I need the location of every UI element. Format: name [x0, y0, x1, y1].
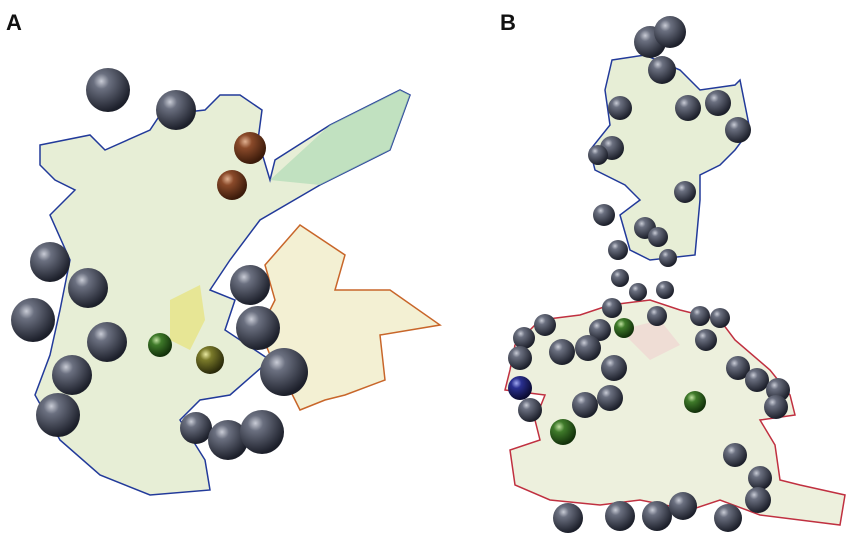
- panel-label: B: [500, 10, 516, 35]
- sphere: [572, 392, 598, 418]
- sphere: [508, 376, 532, 400]
- sphere: [180, 412, 212, 444]
- sphere: [217, 170, 247, 200]
- sphere: [11, 298, 55, 342]
- sphere: [513, 327, 535, 349]
- sphere: [236, 306, 280, 350]
- sphere: [710, 308, 730, 328]
- sphere: [156, 90, 196, 130]
- sphere: [614, 318, 634, 338]
- sphere: [575, 335, 601, 361]
- sphere: [654, 16, 686, 48]
- surface-green: [270, 90, 410, 185]
- sphere: [588, 145, 608, 165]
- sphere: [30, 242, 70, 282]
- sphere: [593, 204, 615, 226]
- sphere: [674, 181, 696, 203]
- sphere: [508, 346, 532, 370]
- sphere: [656, 281, 674, 299]
- sphere: [605, 501, 635, 531]
- sphere: [725, 117, 751, 143]
- sphere: [550, 419, 576, 445]
- sphere: [518, 398, 542, 422]
- sphere: [36, 393, 80, 437]
- sphere: [695, 329, 717, 351]
- sphere: [240, 410, 284, 454]
- sphere: [602, 298, 622, 318]
- sphere: [705, 90, 731, 116]
- sphere: [601, 355, 627, 381]
- sphere: [611, 269, 629, 287]
- sphere: [659, 249, 677, 267]
- sphere: [647, 306, 667, 326]
- sphere: [87, 322, 127, 362]
- sphere: [234, 132, 266, 164]
- page: A B (() => { const data = JSON.parse(doc…: [0, 0, 847, 535]
- sphere: [745, 368, 769, 392]
- sphere: [553, 503, 583, 533]
- sphere: [714, 504, 742, 532]
- figure: A B: [0, 0, 847, 535]
- sphere: [648, 56, 676, 84]
- sphere: [648, 227, 668, 247]
- panel-b: [505, 55, 845, 525]
- panel-label: A: [6, 10, 22, 35]
- sphere: [684, 391, 706, 413]
- sphere: [549, 339, 575, 365]
- sphere: [230, 265, 270, 305]
- sphere: [86, 68, 130, 112]
- sphere: [690, 306, 710, 326]
- sphere: [52, 355, 92, 395]
- surface: [505, 300, 845, 525]
- sphere: [629, 283, 647, 301]
- sphere: [68, 268, 108, 308]
- sphere: [608, 96, 632, 120]
- sphere: [597, 385, 623, 411]
- sphere: [260, 348, 308, 396]
- sphere: [608, 240, 628, 260]
- sphere: [764, 395, 788, 419]
- sphere: [675, 95, 701, 121]
- sphere: [669, 492, 697, 520]
- sphere: [642, 501, 672, 531]
- sphere: [534, 314, 556, 336]
- sphere: [196, 346, 224, 374]
- sphere: [745, 487, 771, 513]
- sphere: [148, 333, 172, 357]
- sphere: [723, 443, 747, 467]
- sphere: [748, 466, 772, 490]
